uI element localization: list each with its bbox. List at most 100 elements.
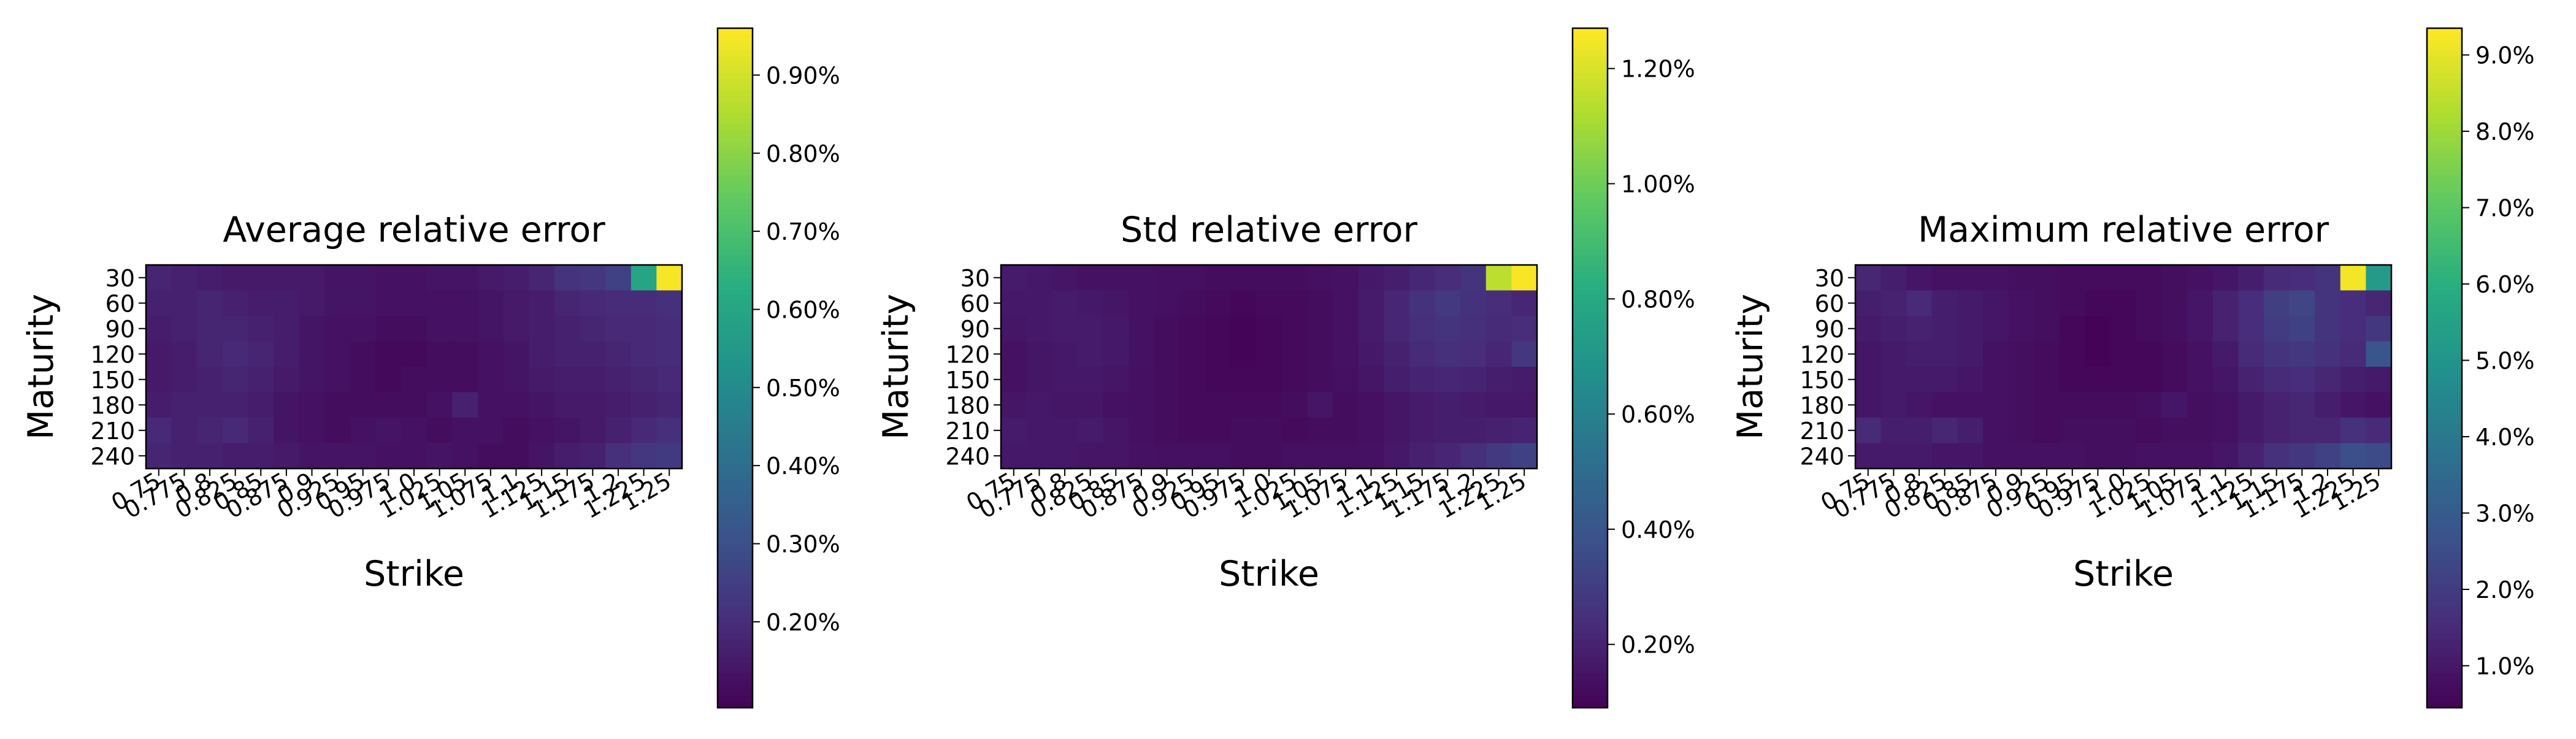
colorbar-segment bbox=[718, 504, 753, 510]
colorbar-segment bbox=[718, 685, 753, 692]
heatmap-cell bbox=[2059, 290, 2086, 316]
heatmap-cell bbox=[350, 367, 377, 393]
colorbar-segment bbox=[1573, 430, 1608, 437]
colorbar-segment bbox=[718, 634, 753, 640]
heatmap-cell bbox=[2238, 392, 2264, 418]
colorbar-segment bbox=[2427, 696, 2462, 703]
heatmap-cell bbox=[2034, 316, 2060, 342]
heatmap-cell bbox=[2059, 443, 2086, 469]
heatmap-cell bbox=[1281, 418, 1308, 444]
heatmap-cell bbox=[197, 316, 223, 342]
colorbar-tick-label: 8.0% bbox=[2475, 118, 2535, 145]
colorbar-segment bbox=[2427, 419, 2462, 426]
colorbar-segment bbox=[2427, 486, 2462, 493]
heatmap-cell bbox=[2289, 316, 2315, 342]
heatmap-cell bbox=[1409, 367, 1436, 393]
colorbar-segment bbox=[2427, 215, 2462, 221]
heatmap-cell bbox=[478, 341, 504, 367]
colorbar-segment bbox=[1573, 407, 1608, 414]
colorbar-segment bbox=[1573, 419, 1608, 426]
colorbar-segment bbox=[2427, 294, 2462, 301]
heatmap-cell bbox=[222, 290, 249, 316]
y-axis-label: Maturity bbox=[876, 294, 916, 440]
colorbar-segment bbox=[2427, 594, 2462, 601]
heatmap-cell bbox=[1358, 443, 1384, 469]
colorbar-segment bbox=[718, 204, 753, 210]
colorbar-segment bbox=[2427, 679, 2462, 686]
colorbar-segment bbox=[718, 136, 753, 142]
heatmap-cell bbox=[375, 418, 402, 444]
colorbar-segment bbox=[2427, 118, 2462, 125]
heatmap-cell bbox=[478, 316, 504, 342]
y-axis-label: Maturity bbox=[21, 294, 61, 440]
y-tick-label: 150 bbox=[90, 367, 135, 394]
colorbar-segment bbox=[1573, 50, 1608, 57]
colorbar-segment bbox=[718, 323, 753, 329]
colorbar-segment bbox=[1573, 611, 1608, 618]
colorbar-segment bbox=[718, 407, 753, 414]
y-tick-label: 240 bbox=[1800, 443, 1844, 470]
heatmap-cell bbox=[478, 392, 504, 418]
colorbar-segment bbox=[2427, 554, 2462, 561]
heatmap-cell bbox=[2340, 341, 2366, 367]
colorbar-segment bbox=[1573, 538, 1608, 545]
colorbar-tick-label: 0.70% bbox=[766, 218, 840, 245]
colorbar-segment bbox=[718, 118, 753, 125]
heatmap-cell bbox=[2085, 418, 2111, 444]
heatmap-cell bbox=[2238, 341, 2264, 367]
colorbar-segment bbox=[2427, 305, 2462, 312]
heatmap-cell bbox=[248, 392, 274, 418]
heatmap-cell bbox=[1307, 443, 1333, 469]
heatmap-cell bbox=[1256, 316, 1282, 342]
heatmap-cell bbox=[2059, 316, 2086, 342]
y-tick-label: 120 bbox=[1800, 341, 1844, 368]
heatmap-cell bbox=[1358, 265, 1384, 291]
colorbar-tick-label: 9.0% bbox=[2475, 42, 2535, 69]
colorbar-segment bbox=[718, 402, 753, 408]
colorbar-segment bbox=[2427, 521, 2462, 527]
heatmap-cell bbox=[1485, 418, 1512, 444]
colorbar-segment bbox=[718, 158, 753, 165]
heatmap-cell bbox=[1906, 367, 1933, 393]
heatmap-cell bbox=[2366, 443, 2392, 469]
colorbar-segment bbox=[1573, 379, 1608, 386]
y-tick-label: 240 bbox=[90, 443, 135, 470]
colorbar-segment bbox=[1573, 396, 1608, 403]
heatmap-cell bbox=[1052, 392, 1078, 418]
heatmap-cell bbox=[1001, 341, 1027, 367]
heatmap-cell bbox=[2289, 367, 2315, 393]
colorbar-segment bbox=[2427, 249, 2462, 256]
colorbar-segment bbox=[1573, 85, 1608, 91]
colorbar-segment bbox=[2427, 622, 2462, 629]
heatmap-cell bbox=[529, 392, 555, 418]
colorbar-segment bbox=[718, 328, 753, 335]
heatmap-cell bbox=[1384, 418, 1410, 444]
colorbar-segment bbox=[2427, 169, 2462, 176]
heatmap-cell bbox=[274, 367, 300, 393]
x-axis-label: Strike bbox=[2073, 554, 2174, 594]
heatmap-cell bbox=[222, 367, 249, 393]
heatmap-cell bbox=[248, 341, 274, 367]
heatmap-cell bbox=[1052, 290, 1078, 316]
heatmap-cell bbox=[529, 341, 555, 367]
heatmap-cell bbox=[1026, 341, 1052, 367]
heatmap-cell bbox=[2008, 290, 2034, 316]
colorbar-segment bbox=[718, 464, 753, 470]
heatmap-cell bbox=[1077, 265, 1104, 291]
heatmap-cell bbox=[452, 443, 478, 469]
colorbar-segment bbox=[718, 249, 753, 256]
colorbar-segment bbox=[1573, 67, 1608, 74]
colorbar-segment bbox=[718, 345, 753, 352]
colorbar-segment bbox=[718, 28, 753, 35]
heatmap-cell bbox=[1230, 341, 1257, 367]
heatmap-cell bbox=[2263, 265, 2290, 291]
colorbar-segment bbox=[1573, 368, 1608, 375]
heatmap-cell bbox=[375, 392, 402, 418]
heatmap-cell bbox=[1485, 341, 1512, 367]
heatmap-cell bbox=[401, 265, 427, 291]
heatmap-cell bbox=[1880, 265, 1907, 291]
colorbar-segment bbox=[2427, 237, 2462, 244]
colorbar-segment bbox=[2427, 28, 2462, 35]
heatmap-cell bbox=[605, 392, 632, 418]
colorbar-segment bbox=[2427, 73, 2462, 80]
